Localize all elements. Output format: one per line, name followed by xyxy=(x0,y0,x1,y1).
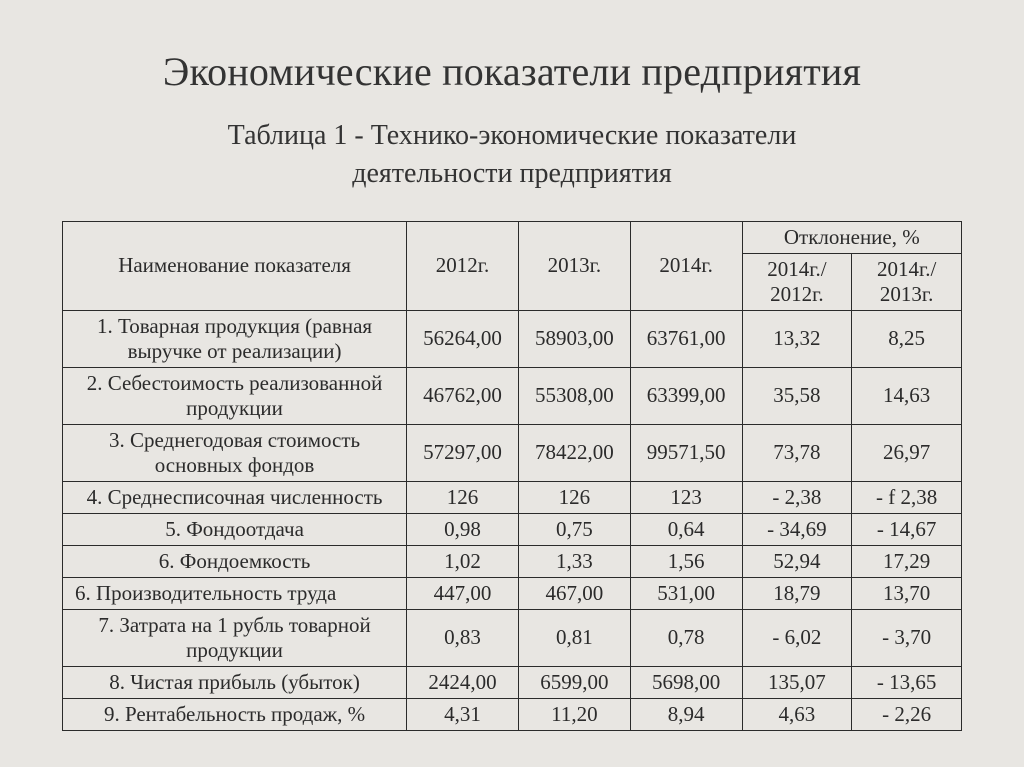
cell-2013: 467,00 xyxy=(518,577,630,609)
cell-name: 2. Себестоимость реализованной продукции xyxy=(63,367,407,424)
economic-indicators-table: Наименование показателя 2012г. 2013г. 20… xyxy=(62,221,962,731)
cell-d1: 73,78 xyxy=(742,424,852,481)
cell-2013: 1,33 xyxy=(518,545,630,577)
cell-d2: - 13,65 xyxy=(852,666,962,698)
table-row: 5. Фондоотдача 0,98 0,75 0,64 - 34,69 - … xyxy=(63,513,962,545)
cell-d1: 135,07 xyxy=(742,666,852,698)
cell-2014: 123 xyxy=(630,481,742,513)
cell-d1: 4,63 xyxy=(742,698,852,730)
cell-d1: - 34,69 xyxy=(742,513,852,545)
cell-2014: 63761,00 xyxy=(630,310,742,367)
col-header-2012: 2012г. xyxy=(407,221,519,310)
cell-2013: 0,81 xyxy=(518,609,630,666)
cell-name: 6. Производительность труда xyxy=(63,577,407,609)
cell-2012: 126 xyxy=(407,481,519,513)
col-header-2013: 2013г. xyxy=(518,221,630,310)
cell-2013: 6599,00 xyxy=(518,666,630,698)
cell-2014: 63399,00 xyxy=(630,367,742,424)
cell-name: 5. Фондоотдача xyxy=(63,513,407,545)
table-row: 9. Рентабельность продаж, % 4,31 11,20 8… xyxy=(63,698,962,730)
caption-line1: Таблица 1 - Технико-экономические показа… xyxy=(228,120,797,151)
cell-d1: - 6,02 xyxy=(742,609,852,666)
cell-2014: 5698,00 xyxy=(630,666,742,698)
cell-2013: 11,20 xyxy=(518,698,630,730)
cell-2013: 78422,00 xyxy=(518,424,630,481)
cell-2012: 46762,00 xyxy=(407,367,519,424)
cell-d2: 8,25 xyxy=(852,310,962,367)
table-caption: Таблица 1 - Технико-экономические показа… xyxy=(132,117,892,193)
col-header-dev-2013: 2014г./ 2013г. xyxy=(852,253,962,310)
table-row: 2. Себестоимость реализованной продукции… xyxy=(63,367,962,424)
table-row: 1. Товарная продукция (равная выручке от… xyxy=(63,310,962,367)
page-title: Экономические показатели предприятия xyxy=(62,48,962,95)
table-row: 3. Среднегодовая стоимость основных фонд… xyxy=(63,424,962,481)
cell-d2: 14,63 xyxy=(852,367,962,424)
cell-d2: 17,29 xyxy=(852,545,962,577)
cell-2012: 0,98 xyxy=(407,513,519,545)
cell-name: 6. Фондоемкость xyxy=(63,545,407,577)
table-header-row-1: Наименование показателя 2012г. 2013г. 20… xyxy=(63,221,962,253)
cell-2012: 4,31 xyxy=(407,698,519,730)
cell-2014: 531,00 xyxy=(630,577,742,609)
table-body: 1. Товарная продукция (равная выручке от… xyxy=(63,310,962,730)
cell-name: 7. Затрата на 1 рубль товарной продукции xyxy=(63,609,407,666)
cell-d1: 35,58 xyxy=(742,367,852,424)
cell-2012: 56264,00 xyxy=(407,310,519,367)
cell-name: 4. Среднесписочная численность xyxy=(63,481,407,513)
cell-name: 1. Товарная продукция (равная выручке от… xyxy=(63,310,407,367)
cell-name: 8. Чистая прибыль (убыток) xyxy=(63,666,407,698)
cell-2014: 0,78 xyxy=(630,609,742,666)
cell-d2: 13,70 xyxy=(852,577,962,609)
cell-2013: 0,75 xyxy=(518,513,630,545)
col-header-dev-2012: 2014г./ 2012г. xyxy=(742,253,852,310)
cell-2012: 1,02 xyxy=(407,545,519,577)
cell-2014: 8,94 xyxy=(630,698,742,730)
col-header-2014: 2014г. xyxy=(630,221,742,310)
cell-d1: - 2,38 xyxy=(742,481,852,513)
cell-2014: 0,64 xyxy=(630,513,742,545)
cell-d2: - 3,70 xyxy=(852,609,962,666)
table-row: 4. Среднесписочная численность 126 126 1… xyxy=(63,481,962,513)
table-row: 6. Производительность труда 447,00 467,0… xyxy=(63,577,962,609)
table-row: 8. Чистая прибыль (убыток) 2424,00 6599,… xyxy=(63,666,962,698)
cell-d2: - 2,26 xyxy=(852,698,962,730)
cell-d2: - 14,67 xyxy=(852,513,962,545)
cell-d2: - f 2,38 xyxy=(852,481,962,513)
cell-2013: 126 xyxy=(518,481,630,513)
col-header-name: Наименование показателя xyxy=(63,221,407,310)
caption-line2: деятельности предприятия xyxy=(352,158,672,189)
table-row: 7. Затрата на 1 рубль товарной продукции… xyxy=(63,609,962,666)
cell-d2: 26,97 xyxy=(852,424,962,481)
cell-2012: 2424,00 xyxy=(407,666,519,698)
cell-2012: 447,00 xyxy=(407,577,519,609)
cell-d1: 13,32 xyxy=(742,310,852,367)
cell-2013: 58903,00 xyxy=(518,310,630,367)
cell-2014: 1,56 xyxy=(630,545,742,577)
cell-name: 3. Среднегодовая стоимость основных фонд… xyxy=(63,424,407,481)
col-header-deviation: Отклонение, % xyxy=(742,221,961,253)
table-row: 6. Фондоемкость 1,02 1,33 1,56 52,94 17,… xyxy=(63,545,962,577)
cell-name: 9. Рентабельность продаж, % xyxy=(63,698,407,730)
cell-d1: 18,79 xyxy=(742,577,852,609)
cell-2014: 99571,50 xyxy=(630,424,742,481)
cell-d1: 52,94 xyxy=(742,545,852,577)
cell-2013: 55308,00 xyxy=(518,367,630,424)
cell-2012: 0,83 xyxy=(407,609,519,666)
cell-2012: 57297,00 xyxy=(407,424,519,481)
